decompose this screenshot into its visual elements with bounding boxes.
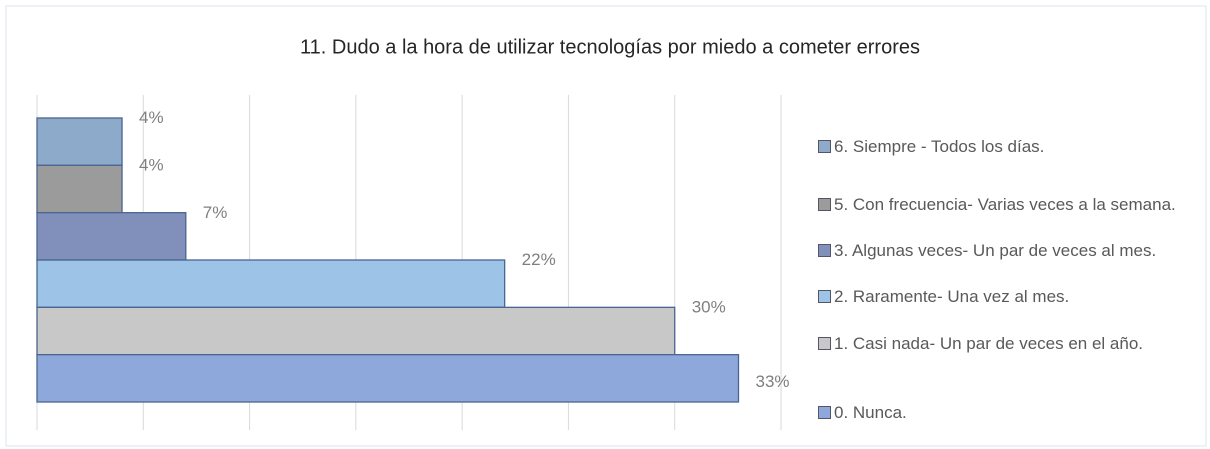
bar xyxy=(36,306,676,356)
legend-item: 1. Casi nada- Un par de veces en el año. xyxy=(818,332,1203,355)
data-label: 33% xyxy=(755,372,789,391)
legend-item: 6. Siempre - Todos los días. xyxy=(818,135,1203,158)
bar xyxy=(36,164,123,214)
legend-label: 6. Siempre - Todos los días. xyxy=(834,137,1045,156)
data-label: 30% xyxy=(692,297,726,316)
legend-swatch xyxy=(818,244,831,257)
legend-swatch xyxy=(818,337,831,350)
legend-swatch xyxy=(818,140,831,153)
legend-label: 2. Raramente- Una vez al mes. xyxy=(834,287,1070,306)
data-label: 22% xyxy=(522,250,556,269)
legend-label: 1. Casi nada- Un par de veces en el año. xyxy=(834,334,1144,353)
chart-title: 11. Dudo a la hora de utilizar tecnologí… xyxy=(300,36,920,58)
legend-item: 2. Raramente- Una vez al mes. xyxy=(818,285,1203,308)
legend-item: 5. Con frecuencia- Varias veces a la sem… xyxy=(818,193,1203,216)
data-label: 4% xyxy=(139,155,164,174)
legend-label: 0. Nunca. xyxy=(834,403,907,422)
legend-swatch xyxy=(818,198,831,211)
bar xyxy=(36,259,506,308)
data-label: 4% xyxy=(139,108,164,127)
bar xyxy=(36,354,740,403)
legend-swatch xyxy=(818,290,831,303)
bar xyxy=(36,117,123,166)
legend-item: 3. Algunas veces- Un par de veces al mes… xyxy=(818,239,1203,262)
legend-swatch xyxy=(818,406,831,419)
legend-label: 3. Algunas veces- Un par de veces al mes… xyxy=(834,241,1157,260)
data-label: 7% xyxy=(203,203,228,222)
legend-label: 5. Con frecuencia- Varias veces a la sem… xyxy=(834,195,1176,214)
chart-border xyxy=(5,5,1207,447)
legend-item: 0. Nunca. xyxy=(818,401,1203,424)
bar xyxy=(36,212,187,261)
